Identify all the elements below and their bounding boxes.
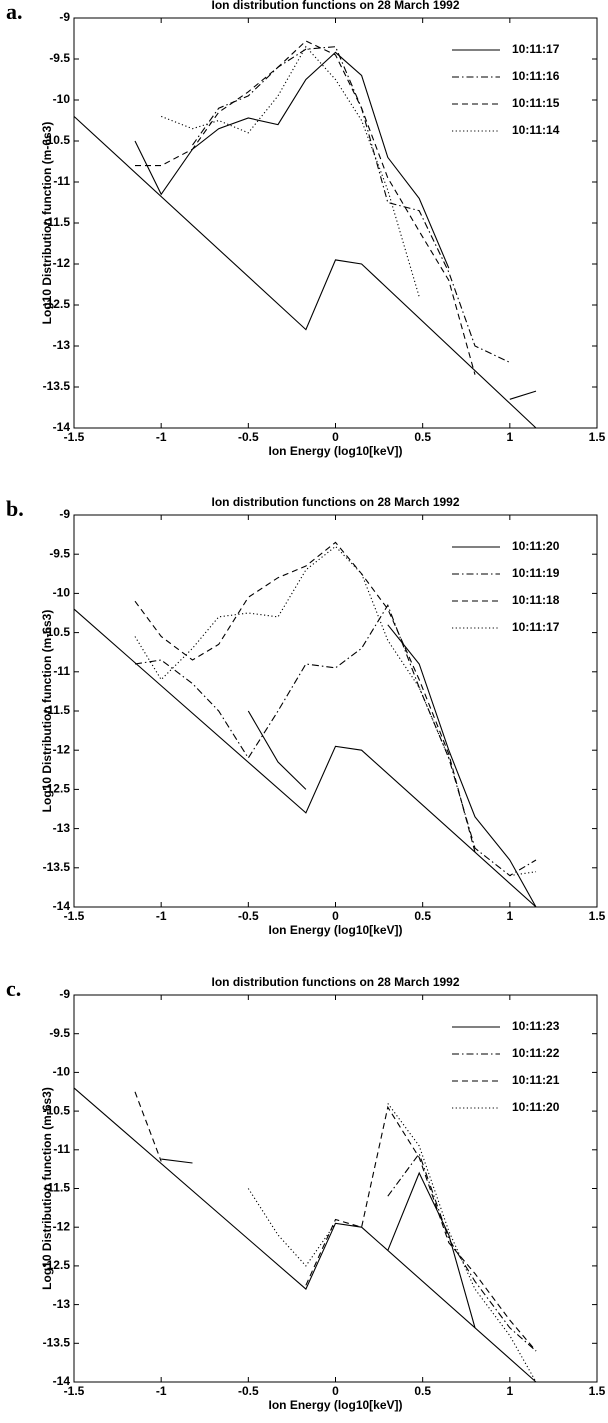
y-tick-label: -13.5 [43,379,71,393]
y-tick-label: -12 [53,256,71,270]
x-tick-label: -1.5 [64,430,85,444]
x-tick-label: -0.5 [238,1384,259,1398]
data-line [160,45,420,297]
y-tick-label: -11.5 [43,703,70,717]
data-line [73,115,537,429]
y-tick-label: -12.5 [43,297,71,311]
y-tick-label: -11.5 [43,1181,70,1195]
y-tick-label: -9 [59,987,70,1001]
data-line [73,1087,537,1383]
x-tick-label: 1 [506,430,513,444]
legend-label: 10:11:20 [512,539,560,553]
x-axis-label: Ion Energy (log10[keV]) [268,923,402,937]
x-tick-label: -1.5 [64,909,85,923]
legend-label: 10:11:18 [512,593,560,607]
y-tick-label: -10 [53,1065,71,1079]
y-tick-label: -13 [53,821,71,835]
panel-label: c. [6,976,21,1001]
y-tick-label: -14 [53,420,71,434]
x-tick-label: -1 [156,909,167,923]
x-tick-label: 0.5 [414,1384,431,1398]
x-tick-label: 0 [332,909,339,923]
legend-label: 10:11:19 [512,566,560,580]
x-tick-label: -0.5 [238,430,259,444]
data-line [247,1103,537,1383]
x-tick-label: 1.5 [589,430,606,444]
y-tick-label: -13 [53,338,71,352]
data-line [135,40,476,375]
x-tick-label: -1.5 [64,1384,85,1398]
y-tick-label: -13.5 [43,1335,71,1349]
legend-label: 10:11:20 [512,1100,560,1114]
chart-title: Ion distribution functions on 28 March 1… [211,495,459,509]
data-line [134,545,537,877]
legend-label: 10:11:21 [512,1073,560,1087]
y-tick-label: -11 [53,174,70,188]
y-tick-label: -9.5 [49,546,70,560]
x-tick-label: 1 [506,1384,513,1398]
data-line [73,608,537,908]
chart-title: Ion distribution functions on 28 March 1… [211,975,459,989]
panel-label: b. [6,496,24,521]
y-tick-label: -9 [59,507,70,521]
x-tick-label: -1 [156,1384,167,1398]
y-tick-label: -11 [53,1142,70,1156]
legend-label: 10:11:15 [512,96,560,110]
x-tick-label: 0.5 [414,909,431,923]
data-line [247,624,537,908]
y-tick-label: -11 [53,664,70,678]
x-tick-label: 0.5 [414,430,431,444]
data-line [134,603,537,877]
data-line [192,46,511,363]
y-tick-label: -9.5 [49,1026,70,1040]
y-tick-label: -14 [53,1374,71,1388]
x-axis-label: Ion Energy (log10[keV]) [268,444,402,458]
y-tick-label: -14 [53,899,71,913]
panel: b. Ion distribution functions on 28 March… [6,495,606,937]
panel: c. Ion distribution functions on 28 March… [6,975,606,1412]
data-line [387,1152,537,1352]
y-tick-label: -10.5 [43,625,71,639]
y-tick-label: -9.5 [49,51,70,65]
legend-label: 10:11:17 [512,620,560,634]
x-tick-label: -1 [156,430,167,444]
data-line [134,541,476,853]
y-tick-label: -12.5 [43,1258,71,1272]
legend-label: 10:11:16 [512,69,560,83]
y-tick-label: -13.5 [43,860,71,874]
y-axis-label: Log10 Distribution function (m-6s3) [40,122,54,325]
y-tick-label: -12 [53,742,71,756]
y-tick-label: -9 [59,10,70,24]
x-axis-label: Ion Energy (log10[keV]) [268,1398,402,1412]
y-tick-label: -10.5 [43,133,71,147]
data-line [134,51,537,400]
y-axis-label: Log10 Distribution function (m-6s3) [40,610,54,813]
legend-label: 10:11:22 [512,1046,560,1060]
x-tick-label: 0 [332,1384,339,1398]
legend-label: 10:11:17 [512,42,560,56]
y-tick-label: -11.5 [43,215,70,229]
legend-label: 10:11:23 [512,1019,560,1033]
y-tick-label: -10 [53,92,71,106]
y-tick-label: -13 [53,1297,71,1311]
data-line [134,1091,537,1352]
y-axis-label: Log10 Distribution function (m-6s3) [40,1087,54,1290]
panel-label: a. [6,0,23,24]
x-tick-label: -0.5 [238,909,259,923]
y-tick-label: -12.5 [43,782,71,796]
data-line [161,1158,476,1328]
x-tick-label: 1.5 [589,1384,606,1398]
legend-label: 10:11:14 [512,123,560,137]
y-tick-label: -10.5 [43,1103,71,1117]
chart-title: Ion distribution functions on 28 March 1… [211,0,459,12]
y-tick-label: -10 [53,586,71,600]
x-tick-label: 1 [506,909,513,923]
panel: a. Ion distribution functions on 28 March… [6,0,606,458]
x-tick-label: 0 [332,430,339,444]
y-tick-label: -12 [53,1219,71,1233]
x-tick-label: 1.5 [589,909,606,923]
